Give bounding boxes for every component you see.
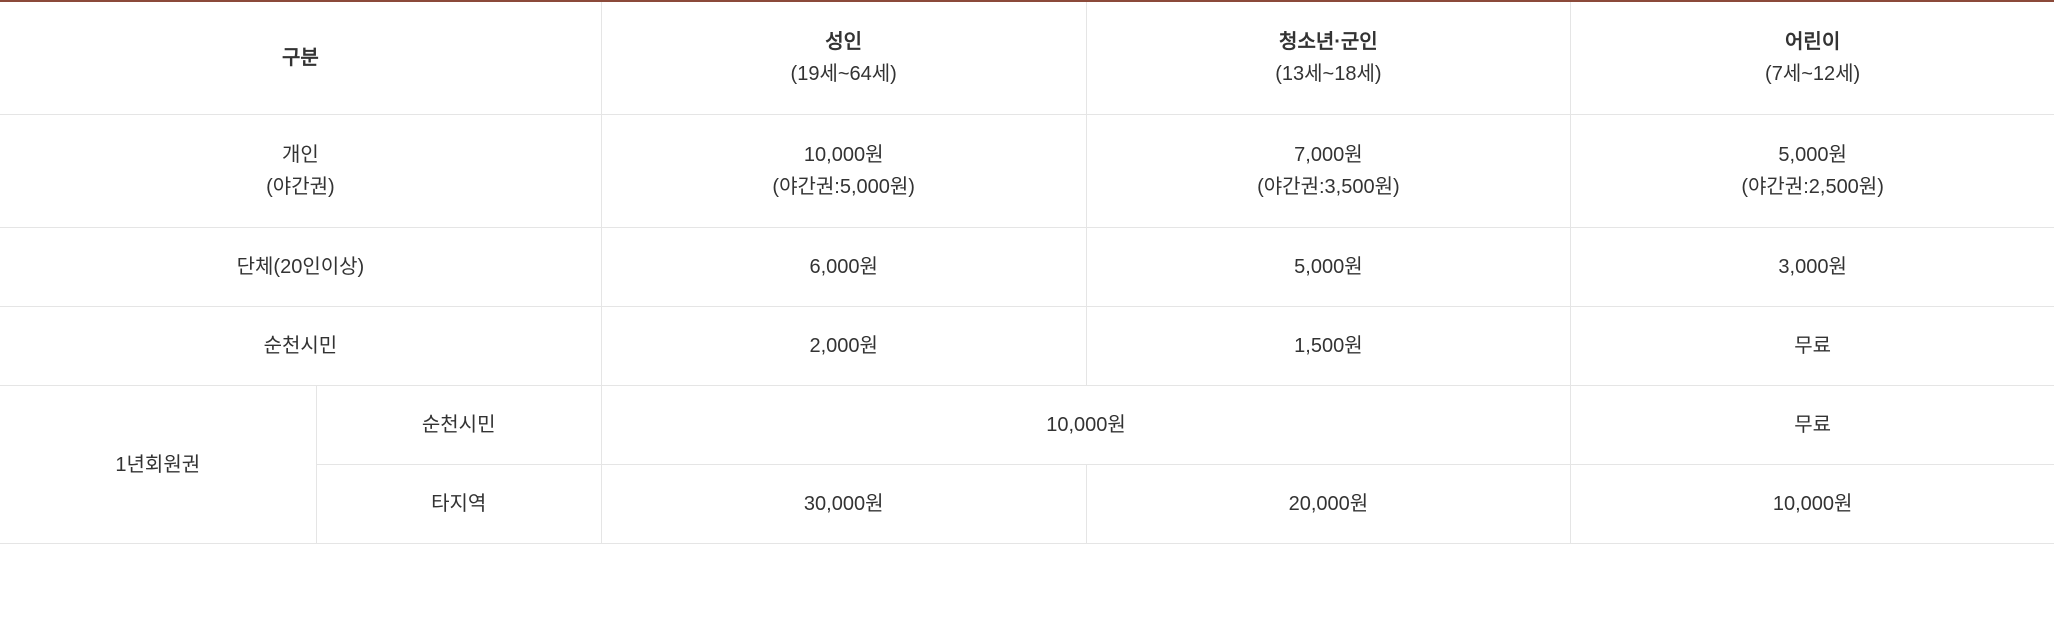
- header-child: 어린이 (7세~12세): [1571, 1, 2054, 115]
- cell-adult: 2,000원: [601, 307, 1086, 386]
- cell-adult: 30,000원: [601, 465, 1086, 544]
- cell-child: 무료: [1571, 307, 2054, 386]
- cell-child: 3,000원: [1571, 228, 2054, 307]
- cell-value-main: 5,000원: [1778, 144, 1846, 166]
- row-citizen: 순천시민 2,000원 1,500원 무료: [0, 307, 2054, 386]
- cell-category-annual: 1년회원권: [0, 386, 316, 544]
- header-label: 구분: [282, 47, 319, 69]
- header-sublabel: (7세~12세): [1765, 63, 1860, 85]
- cell-child: 무료: [1571, 386, 2054, 465]
- cell-adult-youth: 10,000원: [601, 386, 1570, 465]
- cell-value-main: 10,000원: [804, 144, 884, 166]
- cell-child: 5,000원 (야간권:2,500원): [1571, 115, 2054, 228]
- cell-label-sub: (야간권): [266, 176, 335, 198]
- cell-subcategory: 타지역: [316, 465, 601, 544]
- header-sublabel: (19세~64세): [791, 63, 897, 85]
- cell-youth: 20,000원: [1086, 465, 1571, 544]
- cell-category: 단체(20인이상): [0, 228, 601, 307]
- cell-label-main: 개인: [282, 144, 319, 166]
- cell-youth: 7,000원 (야간권:3,500원): [1086, 115, 1571, 228]
- cell-adult: 6,000원: [601, 228, 1086, 307]
- cell-value-sub: (야간권:2,500원): [1741, 176, 1884, 198]
- header-label: 성인: [825, 31, 862, 53]
- row-group: 단체(20인이상) 6,000원 5,000원 3,000원: [0, 228, 2054, 307]
- cell-value-sub: (야간권:5,000원): [772, 176, 915, 198]
- cell-youth: 5,000원: [1086, 228, 1571, 307]
- table-header-row: 구분 성인 (19세~64세) 청소년·군인 (13세~18세) 어린이 (7세…: [0, 1, 2054, 115]
- cell-value-main: 7,000원: [1294, 144, 1362, 166]
- cell-category: 순천시민: [0, 307, 601, 386]
- header-label: 청소년·군인: [1279, 31, 1378, 53]
- pricing-table: 구분 성인 (19세~64세) 청소년·군인 (13세~18세) 어린이 (7세…: [0, 0, 2054, 544]
- cell-subcategory: 순천시민: [316, 386, 601, 465]
- cell-category: 개인 (야간권): [0, 115, 601, 228]
- header-adult: 성인 (19세~64세): [601, 1, 1086, 115]
- header-category: 구분: [0, 1, 601, 115]
- row-annual-citizen: 1년회원권 순천시민 10,000원 무료: [0, 386, 2054, 465]
- header-youth: 청소년·군인 (13세~18세): [1086, 1, 1571, 115]
- cell-youth: 1,500원: [1086, 307, 1571, 386]
- header-label: 어린이: [1785, 31, 1840, 53]
- header-sublabel: (13세~18세): [1275, 63, 1381, 85]
- cell-child: 10,000원: [1571, 465, 2054, 544]
- cell-value-sub: (야간권:3,500원): [1257, 176, 1400, 198]
- cell-adult: 10,000원 (야간권:5,000원): [601, 115, 1086, 228]
- row-individual: 개인 (야간권) 10,000원 (야간권:5,000원) 7,000원 (야간…: [0, 115, 2054, 228]
